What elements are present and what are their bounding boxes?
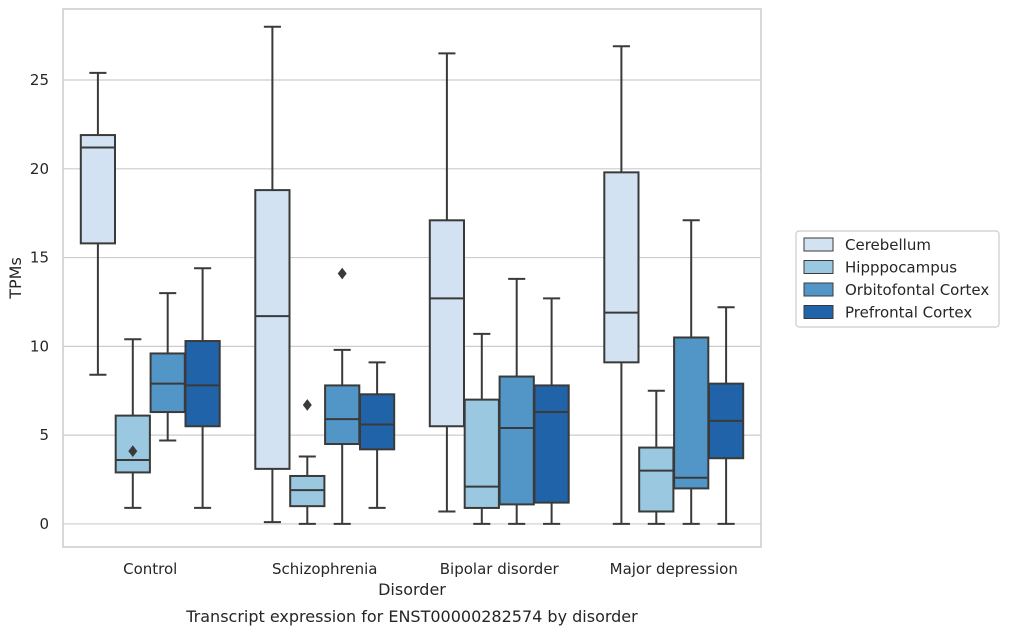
outlier-point	[128, 445, 138, 457]
legend-swatch	[803, 237, 834, 252]
box-group	[638, 389, 675, 525]
legend-label: Hipppocampus	[845, 259, 957, 277]
box	[79, 134, 117, 245]
legend-label: Orbitofontal Cortex	[845, 281, 989, 299]
x-tick-label: Major depression	[610, 560, 738, 578]
box	[428, 219, 466, 428]
box-group	[463, 332, 500, 525]
box	[638, 446, 675, 513]
box-group	[707, 306, 745, 525]
chart-caption: Transcript expression for ENST0000028257…	[185, 607, 638, 626]
box-group	[673, 219, 710, 525]
y-tick-label: 0	[39, 515, 49, 533]
box-layer	[79, 25, 745, 525]
box-group	[358, 361, 396, 509]
box-group	[603, 45, 640, 525]
x-tick-labels: Control Schizophrenia Bipolar disorder Majo…	[123, 560, 738, 578]
x-axis-label: Disorder	[378, 580, 446, 599]
box	[184, 340, 221, 428]
box-group	[184, 267, 221, 509]
y-tick-labels: 0 5 10 15 20 25	[30, 71, 49, 533]
outlier-point	[337, 267, 347, 280]
legend-label: Prefrontal Cortex	[845, 304, 972, 322]
box-group	[498, 277, 535, 525]
x-tick-label: Control	[123, 560, 177, 578]
box-group	[324, 267, 361, 525]
box-group	[79, 71, 117, 376]
legend-swatch	[803, 282, 834, 297]
plot-frame	[62, 8, 762, 548]
box-group	[254, 25, 291, 524]
box-group	[149, 292, 186, 442]
box-group	[533, 297, 570, 525]
x-tick-label: Schizophrenia	[272, 560, 377, 578]
box	[673, 336, 710, 490]
legend-frame	[795, 230, 1000, 328]
box	[254, 189, 291, 470]
box	[498, 375, 535, 506]
legend-swatch	[803, 260, 834, 274]
box	[463, 398, 500, 509]
y-tick-label: 5	[39, 426, 49, 444]
legend-swatch	[803, 305, 834, 319]
box	[603, 171, 640, 364]
box-group	[289, 399, 326, 525]
box	[324, 384, 361, 446]
outlier-point	[302, 399, 312, 411]
legend-label: Cerebellum	[845, 236, 931, 254]
box	[358, 393, 396, 451]
y-tick-label: 20	[30, 160, 49, 178]
grid-layer	[63, 79, 761, 525]
y-tick-label: 25	[30, 71, 49, 89]
box	[533, 384, 570, 504]
y-tick-label: 15	[30, 249, 49, 267]
y-axis-label: TPMs	[6, 257, 25, 300]
legend: Cerebellum Hipppocampus Orbitofontal Corte…	[795, 230, 1000, 328]
y-tick-label: 10	[30, 337, 49, 355]
box	[114, 414, 151, 474]
box-group	[428, 52, 466, 513]
x-tick-label: Bipolar disorder	[440, 560, 560, 578]
box-group	[114, 338, 151, 509]
